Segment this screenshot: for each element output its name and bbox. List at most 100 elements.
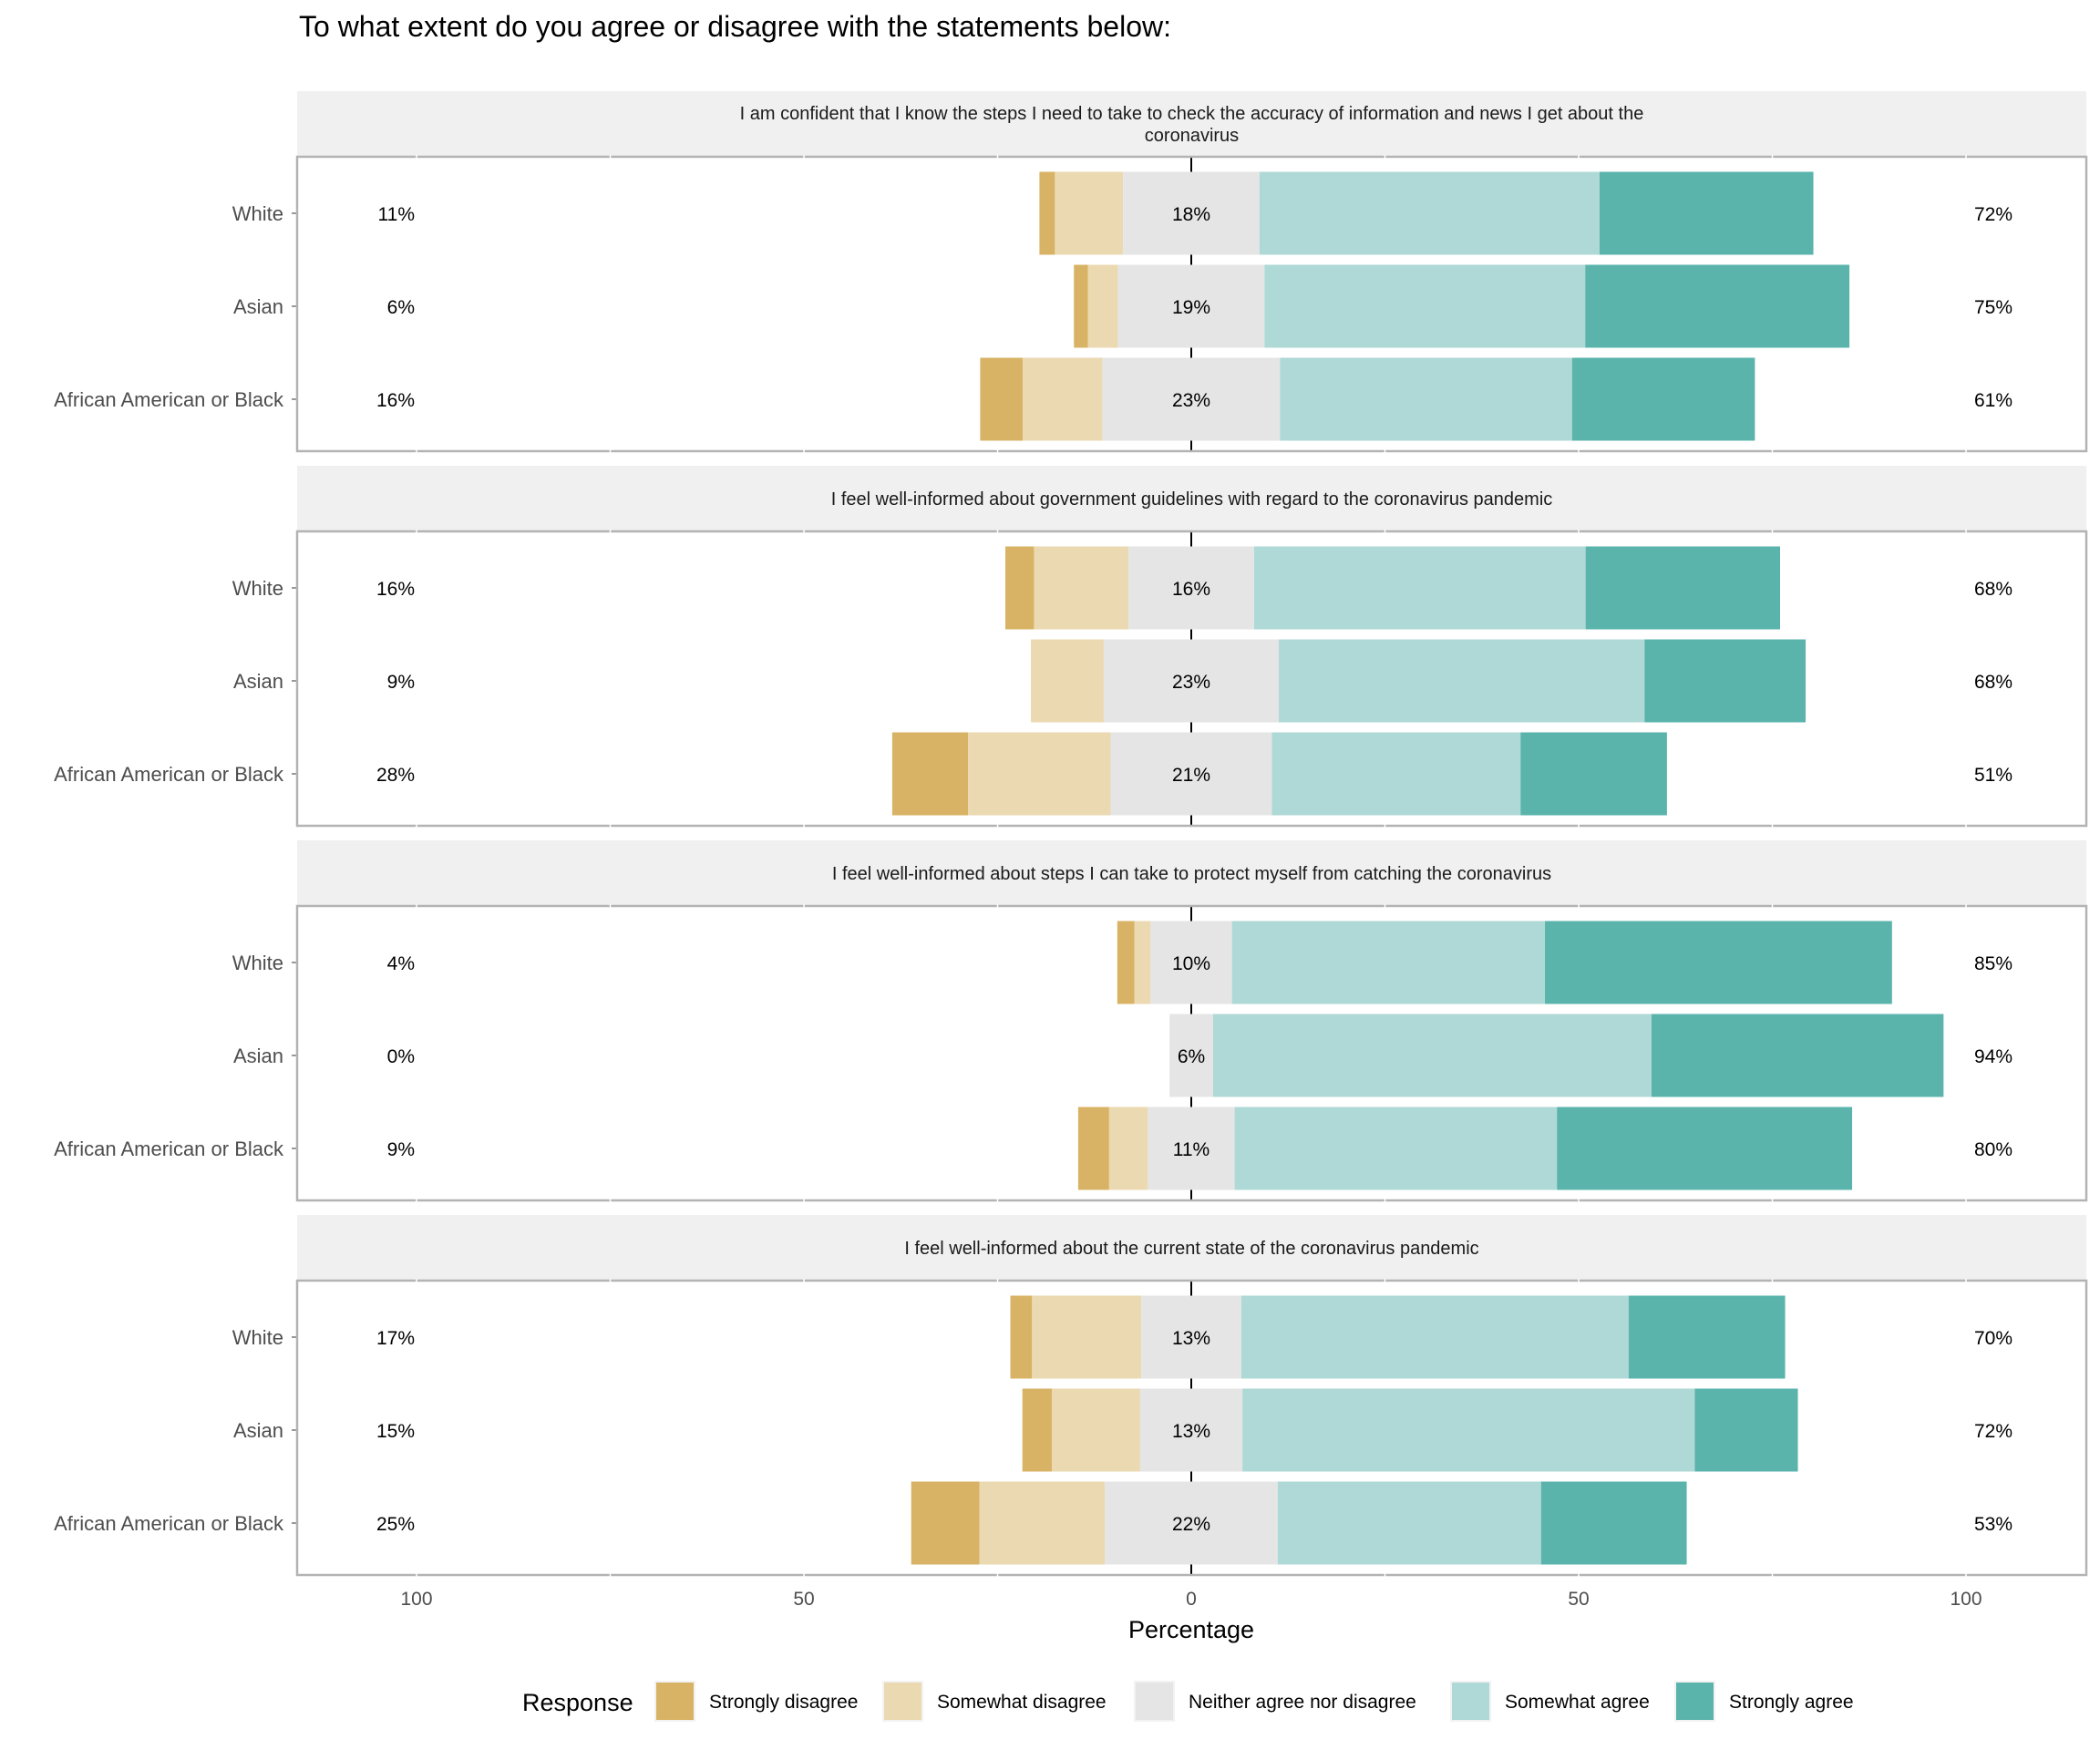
neutral-segment — [1105, 1481, 1278, 1565]
facet-panel: I am confident that I know the steps I n… — [54, 91, 2088, 453]
neutral-percent-label: 23% — [1172, 672, 1210, 693]
somewhat-disagree-segment — [1023, 357, 1103, 441]
strongly-agree-segment — [1585, 264, 1850, 348]
legend-key-swatch — [1676, 1683, 1714, 1720]
somewhat-agree-segment — [1271, 732, 1521, 816]
y-axis-label: African American or Black — [54, 763, 284, 786]
strongly-disagree-segment — [1117, 921, 1135, 1004]
strongly-agree-segment — [1628, 1295, 1786, 1379]
somewhat-agree-segment — [1212, 1014, 1652, 1097]
disagree-percent-label: 17% — [376, 1328, 415, 1349]
somewhat-disagree-segment — [1034, 546, 1129, 630]
agree-percent-label: 51% — [1974, 765, 2012, 786]
facet-strip — [297, 1215, 2086, 1281]
neutral-percent-label: 18% — [1172, 204, 1210, 225]
neutral-segment — [1148, 1107, 1235, 1190]
neutral-segment — [1150, 921, 1232, 1004]
facet-strip-label: coronavirus — [1145, 126, 1239, 146]
neutral-percent-label: 19% — [1172, 297, 1210, 318]
legend-label: Somewhat agree — [1505, 1692, 1650, 1713]
strongly-agree-segment — [1644, 639, 1807, 723]
somewhat-agree-segment — [1253, 546, 1586, 630]
strongly-disagree-segment — [1010, 1295, 1033, 1379]
somewhat-disagree-segment — [1031, 639, 1104, 723]
somewhat-disagree-segment — [968, 732, 1111, 816]
facet-strip — [297, 91, 2086, 157]
neutral-segment — [1110, 732, 1272, 816]
neutral-segment — [1102, 357, 1281, 441]
legend-label: Neither agree nor disagree — [1189, 1692, 1416, 1713]
legend-label: Strongly agree — [1729, 1692, 1854, 1713]
panel-border — [295, 904, 2088, 1202]
legend-item: Neither agree nor disagree — [1134, 1681, 1416, 1722]
neutral-percent-label: 13% — [1172, 1328, 1210, 1349]
y-axis-label: Asian — [233, 1045, 283, 1067]
neutral-segment — [1128, 546, 1254, 630]
y-axis-label: Asian — [233, 295, 283, 318]
neutral-percent-label: 11% — [1173, 1139, 1210, 1160]
somewhat-disagree-segment — [1134, 921, 1151, 1004]
facet-panel: I feel well-informed about steps I can t… — [54, 840, 2088, 1202]
facet-strip — [297, 466, 2086, 531]
strongly-agree-segment — [1585, 546, 1780, 630]
disagree-percent-label: 16% — [376, 390, 415, 411]
strongly-disagree-segment — [1074, 264, 1088, 348]
x-tick-label: 100 — [1950, 1589, 1982, 1610]
neutral-percent-label: 10% — [1172, 953, 1210, 974]
y-axis-label: White — [232, 577, 283, 600]
facet-panel: I feel well-informed about the current s… — [54, 1215, 2088, 1577]
y-axis-label: White — [232, 202, 283, 225]
strongly-agree-segment — [1520, 732, 1667, 816]
agree-percent-label: 72% — [1974, 1421, 2012, 1442]
somewhat-agree-segment — [1277, 1481, 1541, 1565]
y-axis-label: African American or Black — [54, 1138, 284, 1160]
legend-item: Somewhat agree — [1450, 1681, 1650, 1722]
somewhat-disagree-segment — [1108, 1107, 1148, 1190]
neutral-percent-label: 23% — [1172, 390, 1210, 411]
agree-percent-label: 94% — [1974, 1046, 2012, 1067]
legend-label: Strongly disagree — [709, 1692, 858, 1713]
somewhat-agree-segment — [1240, 1295, 1629, 1379]
panel-border — [295, 1279, 2088, 1577]
strongly-agree-segment — [1599, 171, 1814, 255]
legend-key-swatch — [1452, 1683, 1489, 1720]
facet-strip-label: I feel well-informed about government gu… — [831, 489, 1553, 510]
agree-percent-label: 85% — [1974, 953, 2012, 974]
neutral-segment — [1117, 264, 1265, 348]
somewhat-agree-segment — [1242, 1388, 1695, 1472]
disagree-percent-label: 16% — [376, 579, 415, 600]
y-axis-label: Asian — [233, 1419, 283, 1442]
agree-percent-label: 53% — [1974, 1514, 2012, 1535]
strongly-disagree-segment — [1022, 1388, 1052, 1472]
neutral-segment — [1103, 639, 1280, 723]
disagree-percent-label: 0% — [387, 1046, 415, 1067]
chart-title: To what extent do you agree or disagree … — [299, 10, 1171, 43]
agree-percent-label: 61% — [1974, 390, 2012, 411]
somewhat-agree-segment — [1264, 264, 1586, 348]
y-axis-label: White — [232, 1326, 283, 1349]
neutral-percent-label: 21% — [1172, 765, 1210, 786]
somewhat-disagree-segment — [1032, 1295, 1142, 1379]
disagree-percent-label: 11% — [378, 204, 415, 225]
x-tick-label: 100 — [400, 1589, 432, 1610]
agree-percent-label: 68% — [1974, 672, 2012, 693]
neutral-percent-label: 22% — [1172, 1514, 1210, 1535]
legend: Response Strongly disagree Somewhat disagr… — [522, 1681, 1854, 1722]
panel-border — [295, 530, 2088, 828]
legend-item: Somewhat disagree — [882, 1681, 1107, 1722]
x-axis: 100 50 0 50 100 — [400, 1589, 1982, 1610]
disagree-percent-label: 4% — [387, 953, 415, 974]
facet-strip-label: I feel well-informed about steps I can t… — [832, 864, 1551, 884]
strongly-disagree-segment — [1077, 1107, 1109, 1190]
somewhat-agree-segment — [1280, 357, 1572, 441]
somewhat-agree-segment — [1234, 1107, 1558, 1190]
y-axis-label: African American or Black — [54, 1512, 284, 1535]
legend-item: Strongly agree — [1674, 1681, 1854, 1722]
neutral-segment — [1123, 171, 1260, 255]
legend-key-swatch — [884, 1683, 921, 1720]
legend-key-swatch — [1136, 1683, 1173, 1720]
legend-item: Strongly disagree — [654, 1681, 858, 1722]
x-tick-label: 50 — [793, 1589, 814, 1610]
somewhat-agree-segment — [1231, 921, 1546, 1004]
